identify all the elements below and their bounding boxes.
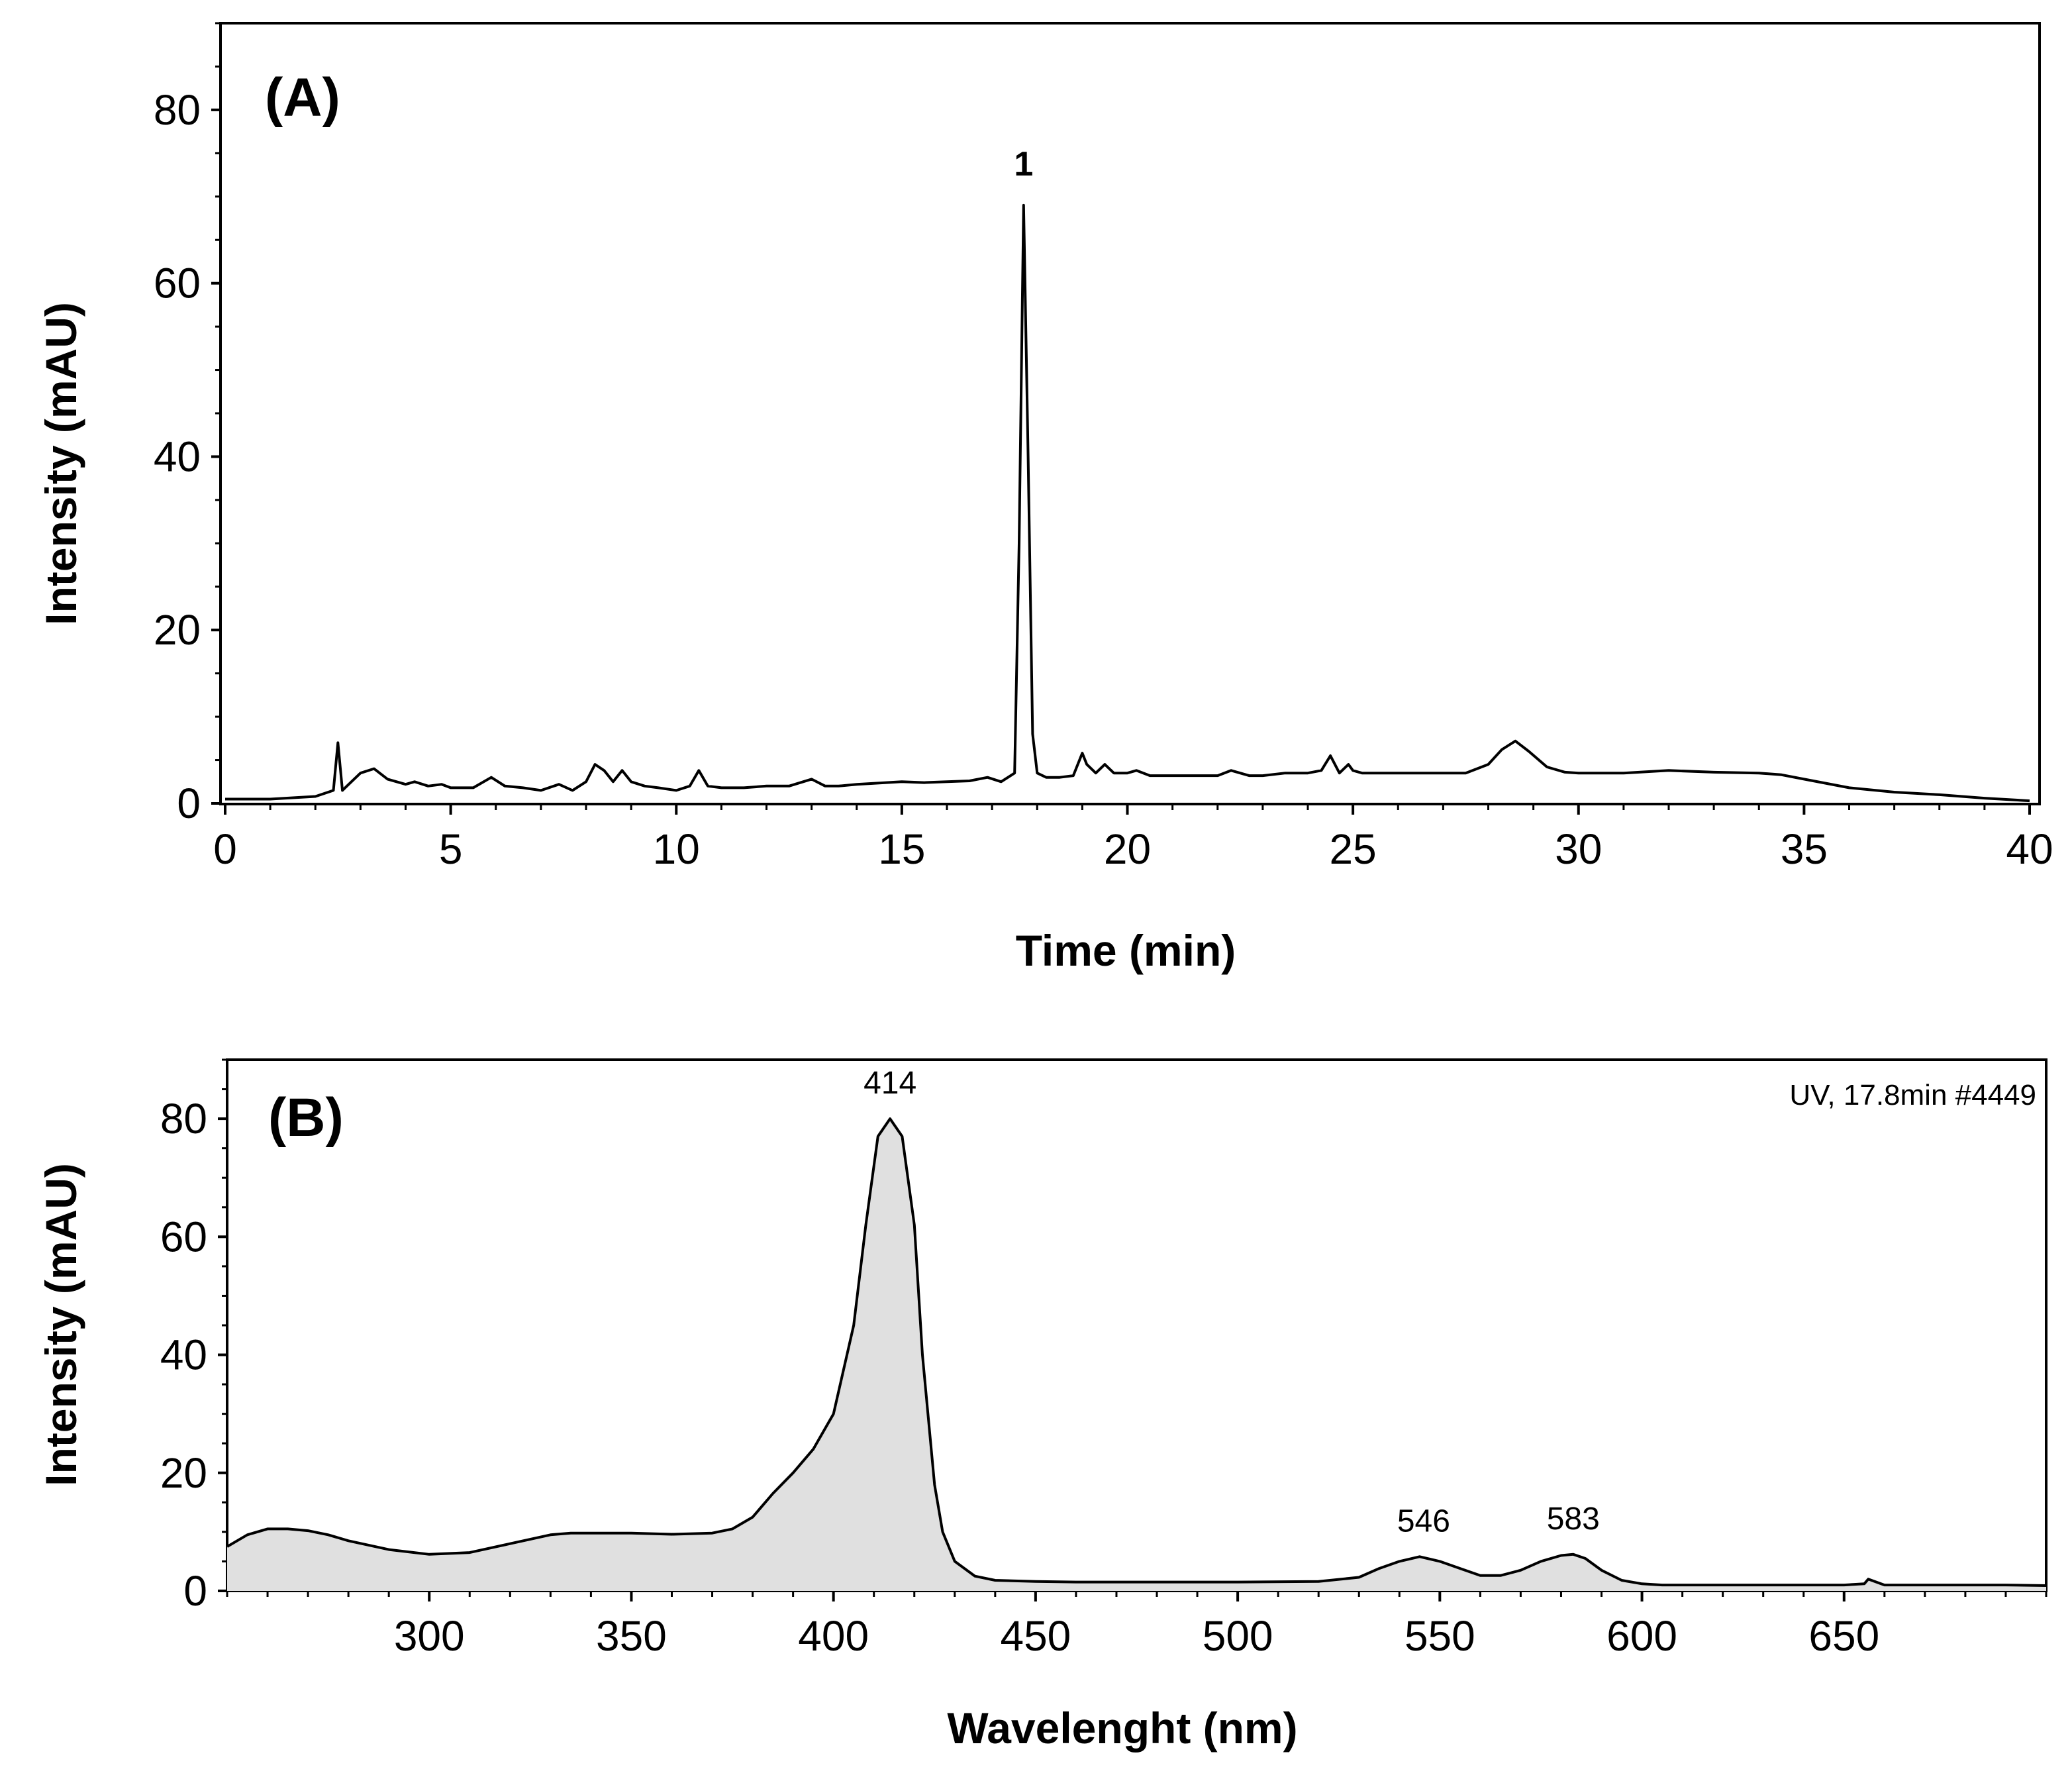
panel-b-x-tick-label: 650 bbox=[1808, 1612, 1879, 1660]
panel-b-info-text: UV, 17.8min #4449 bbox=[1789, 1079, 2036, 1111]
panel-a-series bbox=[225, 203, 2030, 803]
panel-a-x-ticks: 0 5 10 15 20 25 30 35 40 bbox=[213, 804, 2053, 873]
panel-b-x-tick-label: 350 bbox=[596, 1612, 667, 1660]
panel-a-y-tick-label: 80 bbox=[154, 86, 201, 134]
panel-a-y-tick-label: 0 bbox=[177, 780, 201, 827]
panel-b-series bbox=[226, 1117, 2047, 1591]
panel-a-y-tick-label: 60 bbox=[154, 260, 201, 307]
panel-a-x-tick-label: 5 bbox=[439, 825, 463, 873]
panel-b-frame bbox=[226, 1058, 2047, 1592]
panel-b-spectrum-fill bbox=[227, 1119, 2046, 1591]
panel-b-x-ticks: 300 350 400 450 500 550 600 650 bbox=[226, 1591, 2047, 1660]
panel-b-x-tick-label: 500 bbox=[1203, 1612, 1273, 1660]
panel-b-y-tick-label: 20 bbox=[160, 1449, 207, 1497]
panel-b-x-tick-label: 450 bbox=[1000, 1612, 1071, 1660]
panel-b-peak-label-546: 546 bbox=[1397, 1503, 1450, 1539]
panel-b-series-line bbox=[226, 1117, 2047, 1587]
panel-b-y-ticks: 0 20 40 60 80 bbox=[160, 1058, 227, 1615]
panel-a-label: (A) bbox=[265, 68, 340, 128]
panel-a-y-axis-title: Intensity (mAU) bbox=[36, 302, 85, 625]
panel-a-frame bbox=[219, 22, 2041, 805]
panel-b-x-tick-label: 600 bbox=[1606, 1612, 1677, 1660]
panel-a-x-tick-label: 0 bbox=[213, 825, 237, 873]
panel-b-x-tick-label: 300 bbox=[394, 1612, 465, 1660]
panel-b-peak-label-583: 583 bbox=[1547, 1501, 1600, 1537]
panel-b-peak-label-414: 414 bbox=[863, 1066, 916, 1101]
panel-a-x-tick-label: 25 bbox=[1330, 825, 1377, 873]
panel-a-peak-label: 1 bbox=[1014, 145, 1033, 183]
panel-a-y-tick-label: 20 bbox=[154, 606, 201, 654]
panel-b-y-tick-label: 80 bbox=[160, 1095, 207, 1143]
panel-a-x-tick-label: 10 bbox=[653, 825, 700, 873]
panel-b-x-tick-label: 550 bbox=[1405, 1612, 1475, 1660]
panel-b-label: (B) bbox=[268, 1088, 344, 1148]
panel-a-chromatogram: 0 20 40 60 80 0 5 10 15 20 25 30 35 40 (A) 1 Time (m… bbox=[36, 22, 2053, 975]
panel-a-x-tick-label: 20 bbox=[1104, 825, 1151, 873]
panel-a-x-tick-label: 35 bbox=[1781, 825, 1828, 873]
panel-a-series-line bbox=[225, 203, 2030, 803]
panel-b-y-tick-label: 60 bbox=[160, 1213, 207, 1260]
panel-b-y-tick-label: 40 bbox=[160, 1331, 207, 1379]
panel-b-y-axis-title: Intensity (mAU) bbox=[36, 1163, 85, 1486]
panel-b-x-tick-label: 400 bbox=[798, 1612, 869, 1660]
panel-a-y-tick-label: 40 bbox=[154, 432, 201, 480]
panel-a-x-tick-label: 30 bbox=[1555, 825, 1602, 873]
panel-a-y-ticks: 0 20 40 60 80 bbox=[154, 22, 221, 827]
panel-b-uv-spectrum: 0 20 40 60 80 300 350 400 450 500 550 600 650 (B) U… bbox=[36, 1058, 2047, 1753]
panel-b-x-axis-title: Wavelenght (nm) bbox=[947, 1703, 1297, 1753]
panel-a-x-tick-label: 40 bbox=[2006, 825, 2053, 873]
panel-a-x-axis-title: Time (min) bbox=[1016, 926, 1236, 975]
panel-b-y-tick-label: 0 bbox=[183, 1567, 207, 1615]
panel-a-x-tick-label: 15 bbox=[878, 825, 925, 873]
